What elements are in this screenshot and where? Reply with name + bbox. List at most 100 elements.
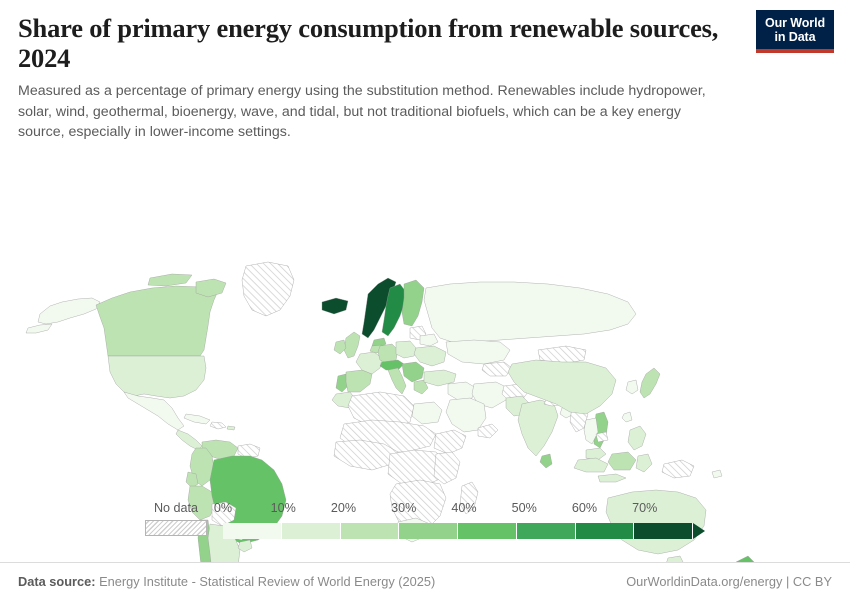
country-china[interactable]	[508, 360, 616, 414]
data-source-line: Data source: Energy Institute - Statisti…	[18, 574, 435, 589]
attribution-link[interactable]: OurWorldinData.org/energy | CC BY	[626, 574, 832, 589]
country-united-kingdom[interactable]	[344, 332, 360, 358]
country-indonesia-sulawesi[interactable]	[636, 454, 652, 472]
legend-bin-30-40[interactable]	[399, 523, 458, 539]
country-portugal[interactable]	[336, 374, 348, 392]
legend-bin-50-60[interactable]	[516, 523, 576, 539]
page-title: Share of primary energy consumption from…	[18, 13, 719, 73]
country-syria-iraq[interactable]	[448, 382, 476, 400]
country-tasmania[interactable]	[666, 556, 684, 562]
country-taiwan[interactable]	[622, 412, 632, 422]
country-norway[interactable]	[362, 278, 396, 338]
country-poland[interactable]	[396, 341, 416, 358]
country-japan[interactable]	[640, 368, 660, 398]
country-central-america[interactable]	[176, 430, 202, 450]
country-thailand[interactable]	[584, 418, 598, 444]
legend-bins[interactable]	[223, 523, 705, 539]
legend-tick-0: 0%	[213, 501, 233, 515]
chart-footer: Data source: Energy Institute - Statisti…	[0, 562, 850, 600]
country-balkans[interactable]	[402, 362, 424, 382]
country-pacific-islands[interactable]	[712, 470, 722, 478]
legend-no-data-group[interactable]: No data	[145, 502, 207, 536]
country-greenland[interactable]	[242, 262, 294, 316]
country-cambodia[interactable]	[596, 432, 608, 442]
legend-tick-70: 70%	[632, 501, 658, 515]
country-canada-arctic-isles[interactable]	[148, 274, 192, 286]
country-uruguay[interactable]	[238, 540, 252, 552]
map-countries-layer	[26, 262, 754, 562]
country-saudi-arabia[interactable]	[446, 398, 486, 432]
country-yemen-oman[interactable]	[478, 424, 498, 438]
country-indonesia-java[interactable]	[598, 474, 626, 482]
country-sri-lanka[interactable]	[540, 454, 552, 468]
legend-tick-50: 50%	[511, 501, 537, 515]
country-peru[interactable]	[188, 486, 216, 520]
legend-bin-10-20[interactable]	[281, 523, 341, 539]
country-greece[interactable]	[414, 380, 428, 394]
country-spain[interactable]	[346, 370, 372, 392]
world-map-container[interactable]	[0, 142, 850, 600]
country-mexico[interactable]	[124, 392, 184, 430]
legend-tick-20: 20%	[330, 501, 357, 515]
country-turkey[interactable]	[424, 370, 456, 386]
country-central-asia-stans[interactable]	[482, 362, 512, 376]
legend-bin-70-plus[interactable]	[634, 523, 693, 539]
country-finland[interactable]	[402, 280, 424, 326]
country-korea[interactable]	[626, 380, 638, 394]
country-russia[interactable]	[424, 282, 636, 342]
legend-bin-0-10[interactable]	[223, 523, 282, 539]
country-madagascar[interactable]	[460, 482, 478, 514]
country-kazakhstan[interactable]	[446, 340, 510, 364]
our-world-in-data-logo[interactable]: Our World in Data	[756, 10, 834, 53]
country-ireland[interactable]	[334, 340, 346, 354]
country-egypt[interactable]	[412, 402, 442, 424]
country-italy[interactable]	[388, 368, 406, 394]
country-malaysia[interactable]	[586, 448, 606, 460]
country-east-africa[interactable]	[434, 452, 460, 484]
data-source-label: Data source:	[18, 574, 96, 589]
data-source-text: Energy Institute - Statistical Review of…	[99, 574, 436, 589]
map-legend: No data 0% 10% 20% 30% 40% 50% 60% 70%	[0, 502, 850, 554]
country-philippines[interactable]	[628, 426, 646, 450]
legend-tick-60: 60%	[571, 501, 598, 515]
chart-header: Share of primary energy consumption from…	[0, 0, 850, 142]
country-puerto-rico[interactable]	[227, 426, 235, 430]
country-canada[interactable]	[96, 286, 218, 356]
country-cuba[interactable]	[184, 414, 210, 424]
country-indonesia-borneo[interactable]	[608, 452, 636, 470]
country-papua-new-guinea[interactable]	[662, 460, 694, 478]
legend-tick-30: 30%	[391, 501, 417, 515]
logo-line-one: Our World	[765, 16, 825, 30]
country-baffin[interactable]	[196, 279, 226, 297]
legend-bin-20-30[interactable]	[340, 523, 400, 539]
country-new-zealand[interactable]	[736, 556, 754, 562]
legend-color-scale[interactable]: 0% 10% 20% 30% 40% 50% 60% 70%	[214, 501, 705, 539]
country-france[interactable]	[356, 352, 382, 374]
legend-bin-40-50[interactable]	[458, 523, 517, 539]
world-choropleth-map[interactable]	[0, 142, 850, 562]
country-india[interactable]	[518, 400, 558, 456]
country-ecuador[interactable]	[186, 472, 198, 488]
logo-line-two: in Data	[774, 30, 816, 44]
country-alaska[interactable]	[38, 298, 100, 324]
country-united-states[interactable]	[108, 356, 206, 398]
country-indonesia-sumatra[interactable]	[574, 458, 608, 472]
country-bolivia[interactable]	[212, 502, 236, 526]
country-horn-of-africa[interactable]	[434, 430, 466, 454]
country-guyanas[interactable]	[238, 444, 260, 458]
country-romania-ukraine[interactable]	[414, 346, 446, 366]
chart-subtitle: Measured as a percentage of primary ener…	[18, 83, 706, 140]
legend-bin-60-70[interactable]	[575, 523, 635, 539]
country-belarus[interactable]	[420, 334, 438, 346]
country-mongolia[interactable]	[538, 346, 586, 364]
country-hispaniola[interactable]	[210, 422, 226, 429]
country-alaska-isles[interactable]	[26, 324, 52, 333]
legend-no-data-label: No data	[153, 501, 199, 515]
legend-no-data-swatch[interactable]	[145, 519, 207, 536]
legend-arrow-cap	[693, 523, 705, 539]
legend-tick-labels: 0% 10% 20% 30% 40% 50% 60% 70%	[214, 501, 705, 518]
country-iran[interactable]	[472, 382, 508, 408]
legend-tick-10: 10%	[270, 501, 296, 515]
country-iceland[interactable]	[322, 298, 348, 314]
